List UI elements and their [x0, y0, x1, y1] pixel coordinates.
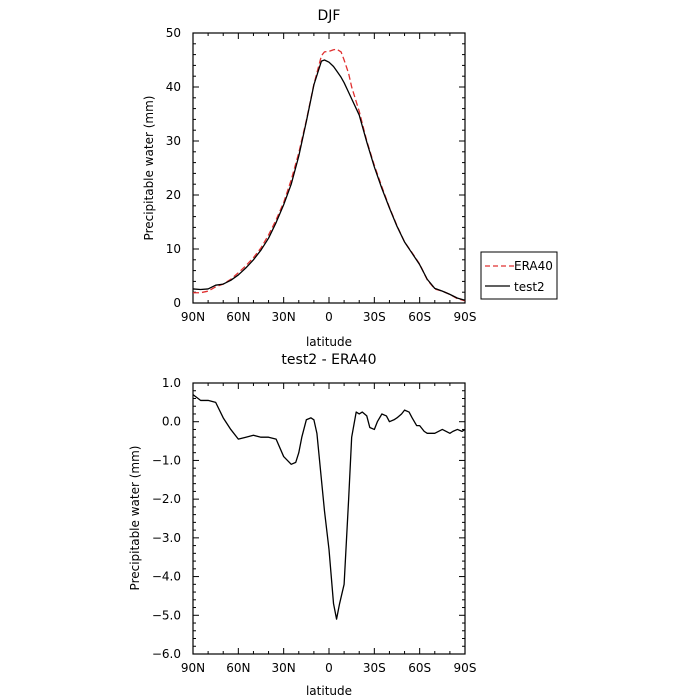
- x-tick-label: 90N: [181, 661, 205, 675]
- x-tick-label: 60S: [408, 661, 431, 675]
- series-line-test2: [192, 59, 466, 301]
- y-tick-label: 0: [173, 296, 181, 310]
- series-lines: [192, 48, 466, 302]
- x-tick-label: 90S: [454, 310, 477, 324]
- y-tick-label: 40: [166, 80, 181, 94]
- y-tick-label: 50: [166, 26, 181, 40]
- x-tick-label: 30S: [363, 310, 386, 324]
- x-tick-label: 0: [325, 310, 333, 324]
- x-tick-label: 60N: [226, 310, 250, 324]
- x-tick-label: 30N: [272, 310, 296, 324]
- x-axis: 90N 60N 30N 0 30S 60S 90S: [181, 383, 477, 675]
- x-tick-label: 30N: [272, 661, 296, 675]
- legend-label-test2: test2: [514, 280, 545, 294]
- y-tick-label: 1.0: [162, 376, 181, 390]
- plot-frame: [192, 32, 466, 304]
- legend-label-era40: ERA40: [514, 259, 553, 273]
- y-tick-label: 20: [166, 188, 181, 202]
- series-line: [192, 394, 466, 620]
- y-tick-label: −3.0: [152, 531, 181, 545]
- x-axis-label: latitude: [306, 335, 352, 349]
- y-axis-label: Precipitable water (mm): [128, 446, 142, 591]
- bottom-panel: test2 - ERA40 90N 60N 30N 0 30S 60S 90S 1.0 0.0…: [128, 352, 476, 698]
- x-tick-label: 60S: [408, 310, 431, 324]
- y-tick-label: 30: [166, 134, 181, 148]
- y-axis: 1.0 0.0 −1.0 −2.0 −3.0 −4.0 −5.0 −6.0: [152, 376, 465, 661]
- x-axis: 90N 60N 30N 0 30S 60S 90S: [181, 33, 477, 324]
- y-tick-label: 10: [166, 242, 181, 256]
- x-axis-label: latitude: [306, 684, 352, 698]
- y-tick-label: −4.0: [152, 570, 181, 584]
- y-tick-label: −5.0: [152, 608, 181, 622]
- x-tick-label: 0: [325, 661, 333, 675]
- plot-frame: [192, 382, 466, 655]
- x-tick-label: 30S: [363, 661, 386, 675]
- legend: ERA40 test2: [480, 251, 558, 300]
- y-tick-label: 0.0: [162, 415, 181, 429]
- y-tick-label: −2.0: [152, 492, 181, 506]
- y-axis-label: Precipitable water (mm): [142, 96, 156, 241]
- series-line-era40: [193, 48, 466, 302]
- legend-box: [480, 251, 558, 300]
- x-tick-label: 90S: [454, 661, 477, 675]
- y-axis: 0 10 20 30 40 50: [166, 26, 465, 310]
- y-tick-label: −1.0: [152, 453, 181, 467]
- x-tick-label: 90N: [181, 310, 205, 324]
- chart-title: DJF: [318, 8, 341, 24]
- y-tick-label: −6.0: [152, 647, 181, 661]
- chart-title: test2 - ERA40: [281, 352, 376, 368]
- series-lines: [192, 394, 466, 620]
- top-panel: DJF 90N 60N 30N 0 30S 60S 90S 0 10 20 30 40 50 lati…: [142, 8, 476, 349]
- x-tick-label: 60N: [226, 661, 250, 675]
